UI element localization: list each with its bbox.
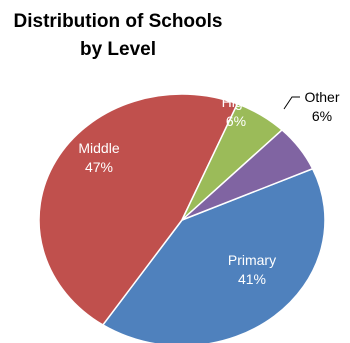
pie-slice-primary — [101, 167, 326, 343]
pie-slices — [38, 93, 326, 343]
chart-title: Distribution of Schools by Level — [0, 8, 236, 64]
slice-value-primary: 41% — [238, 271, 266, 287]
chart-title-line-1: Distribution of Schools — [13, 11, 223, 32]
other-leader-line — [283, 96, 300, 110]
slice-label-primary: Primary — [228, 252, 276, 268]
pie-slice-middle — [38, 93, 239, 326]
slice-value-other: 6% — [312, 108, 332, 124]
chart-title-line-2: by Level — [79, 39, 157, 60]
slice-label-high: High — [222, 94, 251, 110]
slice-label-middle: Middle — [78, 140, 119, 156]
pie-labels: Primary 41% Middle 47% High 6% Other 6% — [78, 89, 339, 287]
slice-value-middle: 47% — [85, 159, 113, 175]
slice-value-high: 6% — [226, 113, 246, 129]
pie-slice-other — [181, 128, 314, 221]
slice-label-other: Other — [304, 89, 339, 105]
